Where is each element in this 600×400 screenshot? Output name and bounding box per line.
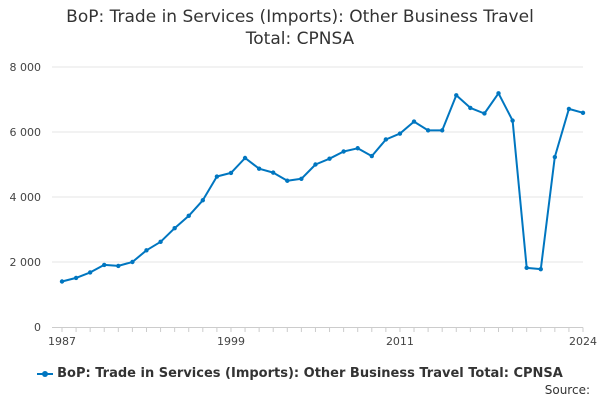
legend-label: BoP: Trade in Services (Imports): Other …: [57, 366, 563, 381]
x-tick-label: 2011: [386, 335, 414, 348]
series-line: [61, 92, 584, 283]
data-point: [566, 106, 572, 112]
data-point: [327, 156, 332, 161]
x-tick-label: 1999: [217, 335, 245, 348]
data-point: [59, 279, 65, 284]
y-tick-label: 0: [34, 321, 41, 334]
y-tick-label: 8 000: [10, 61, 42, 74]
data-point: [397, 131, 403, 136]
chart-title-line-1: BoP: Trade in Services (Imports): Other …: [66, 7, 534, 27]
data-point: [524, 265, 529, 271]
data-point: [172, 226, 177, 231]
y-tick-label: 4 000: [10, 191, 42, 204]
data-point: [242, 155, 248, 161]
data-point: [130, 259, 135, 265]
chart-title: BoP: Trade in Services (Imports): Other …: [0, 6, 600, 50]
data-point: [439, 128, 445, 133]
data-point: [425, 128, 431, 133]
data-point: [496, 91, 501, 96]
data-point: [186, 213, 191, 219]
data-point: [383, 137, 389, 142]
x-tick-label: 1987: [48, 335, 76, 348]
data-point: [341, 149, 346, 154]
data-point: [299, 176, 304, 181]
data-point: [313, 162, 318, 167]
data-point: [552, 154, 558, 160]
data-point: [454, 93, 459, 98]
data-point: [102, 262, 107, 268]
source-label: Source:: [544, 383, 590, 397]
data-point: [158, 239, 163, 245]
data-point: [228, 170, 234, 176]
data-point: [214, 174, 220, 179]
data-point: [510, 118, 515, 123]
data-point: [144, 248, 149, 253]
legend-line-marker-icon: [37, 370, 54, 377]
data-point: [468, 105, 473, 111]
data-point: [369, 153, 374, 159]
data-point: [271, 170, 276, 175]
data-point: [538, 266, 543, 272]
data-point: [87, 270, 93, 275]
data-point: [411, 119, 417, 124]
data-point: [73, 275, 79, 281]
data-point: [116, 263, 121, 269]
chart-title-line-2: Total: CPNSA: [245, 29, 355, 49]
data-point: [285, 178, 290, 183]
y-tick-label: 2 000: [10, 256, 42, 269]
data-point: [580, 110, 586, 116]
data-point: [256, 166, 262, 171]
legend[interactable]: BoP: Trade in Services (Imports): Other …: [0, 366, 600, 381]
x-tick-label: 2024: [569, 335, 597, 348]
data-point: [355, 146, 360, 151]
data-point: [482, 111, 487, 116]
data-point: [200, 198, 206, 203]
y-tick-label: 6 000: [10, 126, 42, 139]
